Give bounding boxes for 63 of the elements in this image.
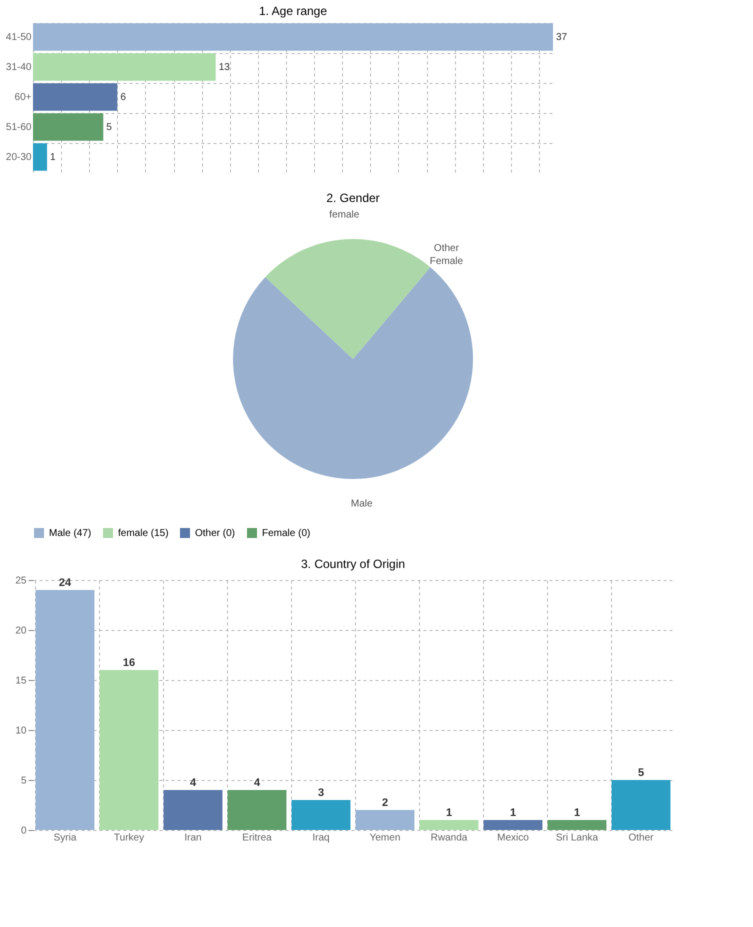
data-label: 16 [122, 657, 136, 669]
bar [33, 83, 118, 111]
data-label: 5 [638, 767, 644, 779]
bar [292, 800, 350, 830]
bar [548, 820, 606, 830]
legend-label: female (15) [118, 528, 169, 539]
data-label: 4 [190, 777, 197, 789]
x-tick-label: Iran [184, 832, 202, 844]
y-tick-label: 51-60 [6, 122, 32, 133]
legend-label: Other (0) [195, 528, 236, 539]
pie-slice [233, 267, 473, 479]
x-tick-label: Turkey [114, 832, 144, 844]
y-tick-label: 20-30 [6, 152, 32, 163]
bar [164, 790, 222, 830]
text: Other [434, 243, 460, 254]
legend-label: Male (47) [49, 528, 92, 539]
bar [484, 820, 542, 830]
x-tick-label: Sri Lanka [556, 832, 599, 844]
data-label: 6 [120, 92, 126, 103]
x-tick-label: Syria [54, 832, 77, 844]
bar [100, 670, 158, 830]
x-tick-label: Other [628, 832, 654, 844]
text: female [329, 209, 360, 220]
x-tick-label: Rwanda [430, 832, 468, 844]
bar [33, 113, 104, 141]
y-tick-label: 10 [15, 726, 27, 736]
data-label: 1 [574, 807, 580, 819]
y-tick-label: 41-50 [6, 32, 32, 43]
bar [612, 780, 670, 830]
bar [420, 820, 478, 830]
chart-title: 2. Gender [326, 191, 380, 205]
y-tick-label: 60+ [14, 92, 32, 103]
bar [36, 590, 94, 830]
x-tick-label: Mexico [497, 832, 530, 844]
data-label: 1 [446, 807, 452, 819]
data-label: 37 [556, 32, 568, 43]
bar [356, 810, 414, 830]
text: Male [350, 498, 373, 510]
y-tick-label: 20 [15, 626, 27, 636]
pie-slice [265, 239, 430, 359]
data-label: 1 [50, 152, 56, 163]
bar [33, 53, 216, 81]
data-label: 2 [382, 797, 388, 809]
data-label: 1 [510, 807, 516, 819]
x-tick-label: Eritrea [242, 832, 272, 844]
text: Female [430, 256, 464, 268]
x-tick-label: Yemen [370, 832, 400, 844]
bar [33, 143, 48, 171]
data-label: 24 [58, 577, 72, 589]
y-tick-label: 25 [15, 576, 27, 586]
y-tick-label: 15 [15, 676, 27, 686]
y-tick-label: 31-40 [6, 62, 32, 73]
legend-label: Female (0) [262, 528, 310, 539]
data-label: 4 [254, 777, 261, 789]
data-label: 5 [106, 122, 112, 133]
data-label: 13 [218, 62, 230, 73]
x-tick-label: Iraq [312, 832, 330, 844]
y-tick-label: 0 [20, 826, 27, 836]
chart-title: 3. Country of Origin [300, 557, 406, 571]
chart-title: 1. Age range [258, 4, 328, 18]
y-tick-label: 5 [20, 776, 27, 786]
bar [228, 790, 286, 830]
data-label: 3 [318, 787, 324, 799]
